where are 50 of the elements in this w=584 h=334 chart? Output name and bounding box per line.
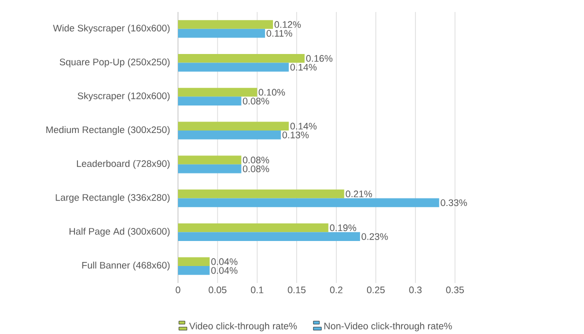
x-tick-label: 0 (176, 286, 180, 294)
data-label: 0.23% (362, 233, 388, 240)
bar (178, 156, 242, 164)
data-label: 0.11% (266, 30, 292, 37)
bar (178, 223, 328, 232)
legend-label: Video click-through rate% (189, 322, 297, 332)
bar (178, 88, 258, 97)
y-tick-label: Square Pop-Up (250x250) (60, 58, 170, 68)
data-label: 0.08% (242, 98, 270, 104)
bar (178, 122, 289, 131)
bar (178, 266, 210, 275)
y-tick-label: Large Rectangle (336x280) (56, 194, 170, 203)
x-tick-label: 0.3 (409, 286, 422, 294)
data-label: 0.16% (306, 55, 332, 62)
bar (178, 62, 289, 72)
bar (178, 28, 266, 38)
y-tick-label: Wide Skyscraper (160x600) (53, 24, 170, 34)
y-tick-label: Medium Rectangle (300x250) (46, 126, 170, 135)
bar (178, 164, 242, 174)
y-tick-label: Leaderboard (728x90) (76, 160, 170, 169)
data-label: 0.14% (290, 122, 317, 130)
y-tick-label: Skyscraper (120x600) (78, 92, 170, 102)
bar (178, 130, 281, 140)
bar (178, 257, 210, 266)
data-label: 0.04% (211, 267, 238, 274)
legend-label: Non-Video click-through rate% (324, 322, 452, 332)
bar (178, 20, 273, 29)
y-tick-label: Half Page Ad (300x600) (70, 228, 170, 237)
bar (178, 198, 440, 208)
x-tick-label: 0.05 (208, 286, 226, 294)
bar (178, 232, 360, 241)
data-label: 0.19% (330, 224, 356, 232)
data-label: 0.08% (242, 165, 270, 172)
data-label: 0.04% (211, 258, 238, 266)
data-label: 0.10% (258, 88, 285, 96)
bar (178, 96, 242, 106)
data-label: 0.13% (282, 132, 309, 138)
data-label: 0.08% (242, 156, 270, 164)
x-tick-label: 0.15 (288, 286, 306, 294)
x-tick-label: 0.2 (330, 286, 342, 294)
x-tick-label: 0.35 (446, 286, 464, 294)
data-label: 0.21% (346, 190, 372, 198)
data-label: 0.14% (290, 64, 317, 71)
x-tick-label: 0.1 (250, 286, 264, 294)
bar (178, 189, 344, 198)
data-label: 0.33% (440, 199, 467, 206)
bar (178, 54, 305, 63)
y-tick-label: Full Banner (468x60) (82, 262, 170, 270)
x-tick-label: 0.25 (366, 286, 385, 294)
data-label: 0.12% (274, 21, 301, 28)
